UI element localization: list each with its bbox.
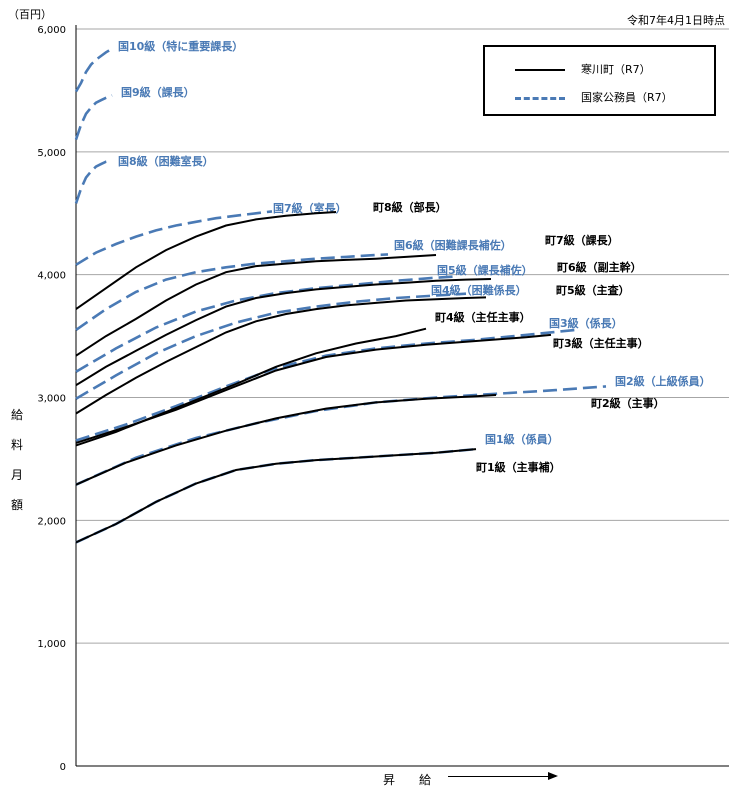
series-label: 国4級（困難係長） [431,283,527,297]
y-tick-label: 0 [60,762,66,773]
town-series-line [75,278,492,387]
date-label: 令和7年4月1日時点 [627,14,725,27]
x-axis-label: 昇 給 [383,773,438,787]
legend-label-town: 寒川町（R7） [581,63,651,76]
y-tick-label: 6,000 [37,25,66,36]
series-label: 国1級（係員） [485,432,559,446]
national-series-line [75,253,389,331]
y-tick-label: 5,000 [37,148,66,159]
series-label: 国10級（特に重要課長） [118,39,243,53]
legend-swatch-solid [515,69,565,71]
town-series-line [75,254,437,357]
series-label: 町6級（副主幹） [557,260,642,274]
series-label: 町4級（主任主事） [435,310,531,324]
town-series-line [75,296,487,415]
town-series-line [75,448,477,544]
series-label: 国7級（室長） [273,201,347,215]
national-series-line [74,94,113,141]
national-series-line [75,292,467,400]
legend-swatch-dashed [515,97,565,100]
town-series-line [75,333,552,444]
y-tick-label: 3,000 [37,394,66,405]
y-axis-label: 給料月額 [10,408,23,512]
national-series-line [74,47,113,93]
series-label: 国3級（係長） [549,316,623,330]
y-tick-label: 4,000 [37,271,66,282]
series-label: 町3級（主任主事） [553,336,649,350]
y-tick-label: 1,000 [37,639,66,650]
national-series-line [75,328,577,442]
series-label: 国2級（上級係員） [615,374,711,388]
series-label: 町7級（課長） [545,233,619,247]
national-series-line [75,210,273,266]
series-label: 町2級（主事） [591,396,665,410]
town-series-line [75,394,497,486]
series-label: 町5級（主査） [556,283,630,297]
series-label: 国6級（困難課長補佐） [394,238,512,252]
x-axis-arrow [448,772,558,780]
legend-label-national: 国家公務員（R7） [581,91,673,104]
y-tick-label: 2,000 [37,516,66,527]
national-series-line [75,275,457,373]
series-label: 町8級（部長） [373,200,447,214]
town-series-line [75,327,427,447]
series-label: 町1級（主事補） [476,460,561,474]
national-series-line [74,159,113,204]
series-label: 国5級（課長補佐） [437,263,533,277]
town-series-line [75,211,337,310]
series-label: 国9級（課長） [121,85,195,99]
y-unit-label: （百円） [8,8,52,21]
series-label: 国8級（困難室長） [118,154,214,168]
legend: 寒川町（R7） 国家公務員（R7） [483,45,716,116]
